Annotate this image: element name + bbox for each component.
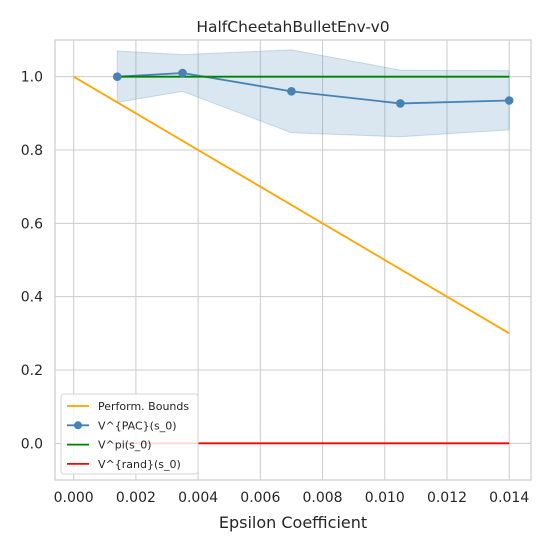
y-tick-label: 0.2 — [21, 363, 43, 379]
y-tick-labels: 0.0 0.2 0.4 0.6 0.8 1.0 — [21, 70, 43, 453]
x-tick-label: 0.014 — [489, 490, 529, 506]
x-axis-label: Epsilon Coefficient — [219, 513, 367, 532]
legend-label: V^{rand}(s_0) — [98, 458, 181, 471]
data-point — [287, 87, 296, 96]
series-markers — [112, 68, 514, 108]
legend: Perform. Bounds V^{PAC}(s_0) V^pi(s_0) V^{r… — [60, 393, 199, 475]
x-tick-label: 0.008 — [303, 490, 343, 506]
data-point — [178, 68, 187, 78]
x-tick-label: 0.006 — [240, 490, 280, 506]
data-point — [396, 99, 405, 108]
y-tick-label: 0.6 — [21, 216, 43, 232]
data-point — [504, 96, 514, 105]
x-tick-label: 0.010 — [365, 490, 405, 506]
x-tick-label: 0.012 — [427, 490, 467, 506]
legend-label: V^{PAC}(s_0) — [98, 419, 177, 432]
legend-box — [60, 393, 199, 475]
legend-label: V^pi(s_0) — [98, 439, 152, 452]
legend-marker — [74, 421, 82, 430]
y-tick-label: 1.0 — [21, 70, 43, 86]
x-tick-label: 0.000 — [54, 490, 94, 506]
legend-label: Perform. Bounds — [98, 400, 189, 413]
chart-title: HalfCheetahBulletEnv-v0 — [196, 18, 389, 36]
data-point — [112, 72, 122, 81]
plot-frame — [54, 39, 532, 481]
y-tick-label: 0.8 — [21, 143, 43, 159]
y-tick-label: 0.0 — [21, 436, 43, 452]
x-tick-labels: 0.000 0.002 0.004 0.006 0.008 0.010 0.012 0.014 — [54, 490, 530, 506]
y-tick-label: 0.4 — [21, 290, 43, 306]
x-tick-label: 0.004 — [178, 490, 218, 506]
series-line-0 — [73, 75, 510, 335]
x-tick-label: 0.002 — [116, 490, 156, 506]
grid — [55, 40, 531, 480]
